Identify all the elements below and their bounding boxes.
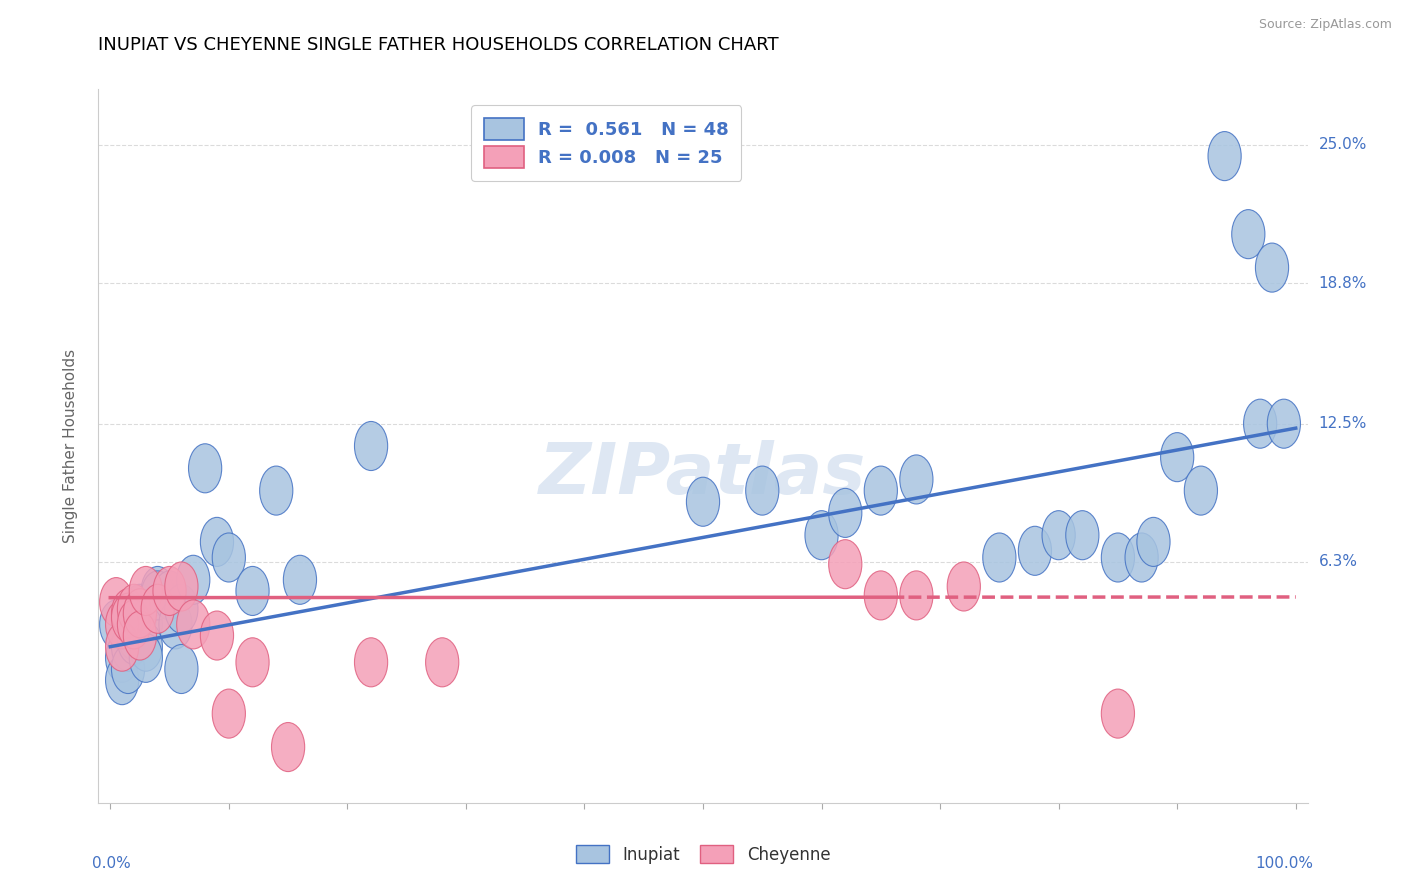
Ellipse shape [129, 566, 163, 615]
Ellipse shape [900, 571, 934, 620]
Text: INUPIAT VS CHEYENNE SINGLE FATHER HOUSEHOLDS CORRELATION CHART: INUPIAT VS CHEYENNE SINGLE FATHER HOUSEH… [98, 36, 779, 54]
Ellipse shape [1137, 517, 1170, 566]
Ellipse shape [159, 599, 193, 649]
Ellipse shape [1101, 533, 1135, 582]
Text: 0.0%: 0.0% [93, 856, 131, 871]
Ellipse shape [1160, 433, 1194, 482]
Ellipse shape [117, 599, 150, 649]
Legend: Inupiat, Cheyenne: Inupiat, Cheyenne [569, 838, 837, 871]
Ellipse shape [828, 488, 862, 537]
Ellipse shape [201, 517, 233, 566]
Ellipse shape [236, 638, 269, 687]
Ellipse shape [105, 656, 139, 705]
Ellipse shape [201, 611, 233, 660]
Ellipse shape [177, 555, 209, 605]
Ellipse shape [141, 566, 174, 615]
Ellipse shape [1267, 399, 1301, 448]
Ellipse shape [1184, 466, 1218, 515]
Ellipse shape [105, 633, 139, 682]
Ellipse shape [1208, 131, 1241, 180]
Ellipse shape [129, 623, 163, 672]
Ellipse shape [271, 723, 305, 772]
Text: 18.8%: 18.8% [1319, 276, 1367, 291]
Ellipse shape [828, 540, 862, 589]
Ellipse shape [129, 599, 163, 649]
Ellipse shape [117, 584, 150, 633]
Ellipse shape [1256, 243, 1289, 292]
Ellipse shape [354, 638, 388, 687]
Ellipse shape [105, 623, 139, 672]
Ellipse shape [212, 689, 246, 739]
Text: ZIPatlas: ZIPatlas [540, 440, 866, 509]
Ellipse shape [129, 633, 163, 682]
Ellipse shape [865, 571, 897, 620]
Ellipse shape [983, 533, 1017, 582]
Y-axis label: Single Father Households: Single Father Households [63, 349, 77, 543]
Ellipse shape [1042, 510, 1076, 560]
Legend: R =  0.561   N = 48, R = 0.008   N = 25: R = 0.561 N = 48, R = 0.008 N = 25 [471, 105, 741, 181]
Ellipse shape [212, 533, 246, 582]
Ellipse shape [111, 623, 145, 672]
Ellipse shape [865, 466, 897, 515]
Ellipse shape [1066, 510, 1099, 560]
Ellipse shape [236, 566, 269, 615]
Ellipse shape [1018, 526, 1052, 575]
Text: 100.0%: 100.0% [1256, 856, 1313, 871]
Ellipse shape [153, 571, 186, 620]
Ellipse shape [100, 578, 132, 626]
Ellipse shape [900, 455, 934, 504]
Ellipse shape [124, 589, 156, 638]
Ellipse shape [100, 599, 132, 649]
Ellipse shape [188, 443, 222, 492]
Ellipse shape [1125, 533, 1159, 582]
Ellipse shape [124, 611, 156, 660]
Ellipse shape [111, 593, 145, 642]
Ellipse shape [124, 589, 156, 638]
Ellipse shape [177, 599, 209, 649]
Ellipse shape [686, 477, 720, 526]
Ellipse shape [141, 584, 174, 633]
Ellipse shape [117, 611, 150, 660]
Ellipse shape [426, 638, 458, 687]
Ellipse shape [745, 466, 779, 515]
Ellipse shape [153, 566, 186, 615]
Ellipse shape [260, 466, 292, 515]
Ellipse shape [105, 599, 139, 649]
Text: Source: ZipAtlas.com: Source: ZipAtlas.com [1258, 18, 1392, 31]
Ellipse shape [141, 571, 174, 620]
Ellipse shape [284, 555, 316, 605]
Ellipse shape [1232, 210, 1265, 259]
Ellipse shape [1243, 399, 1277, 448]
Ellipse shape [806, 510, 838, 560]
Ellipse shape [1101, 689, 1135, 739]
Ellipse shape [124, 593, 156, 642]
Ellipse shape [165, 644, 198, 694]
Text: 25.0%: 25.0% [1319, 137, 1367, 153]
Ellipse shape [948, 562, 980, 611]
Ellipse shape [354, 421, 388, 471]
Ellipse shape [165, 562, 198, 611]
Text: 12.5%: 12.5% [1319, 417, 1367, 431]
Text: 6.3%: 6.3% [1319, 555, 1358, 569]
Ellipse shape [117, 615, 150, 665]
Ellipse shape [165, 584, 198, 633]
Ellipse shape [124, 584, 156, 633]
Ellipse shape [111, 644, 145, 694]
Ellipse shape [111, 589, 145, 638]
Ellipse shape [117, 599, 150, 649]
